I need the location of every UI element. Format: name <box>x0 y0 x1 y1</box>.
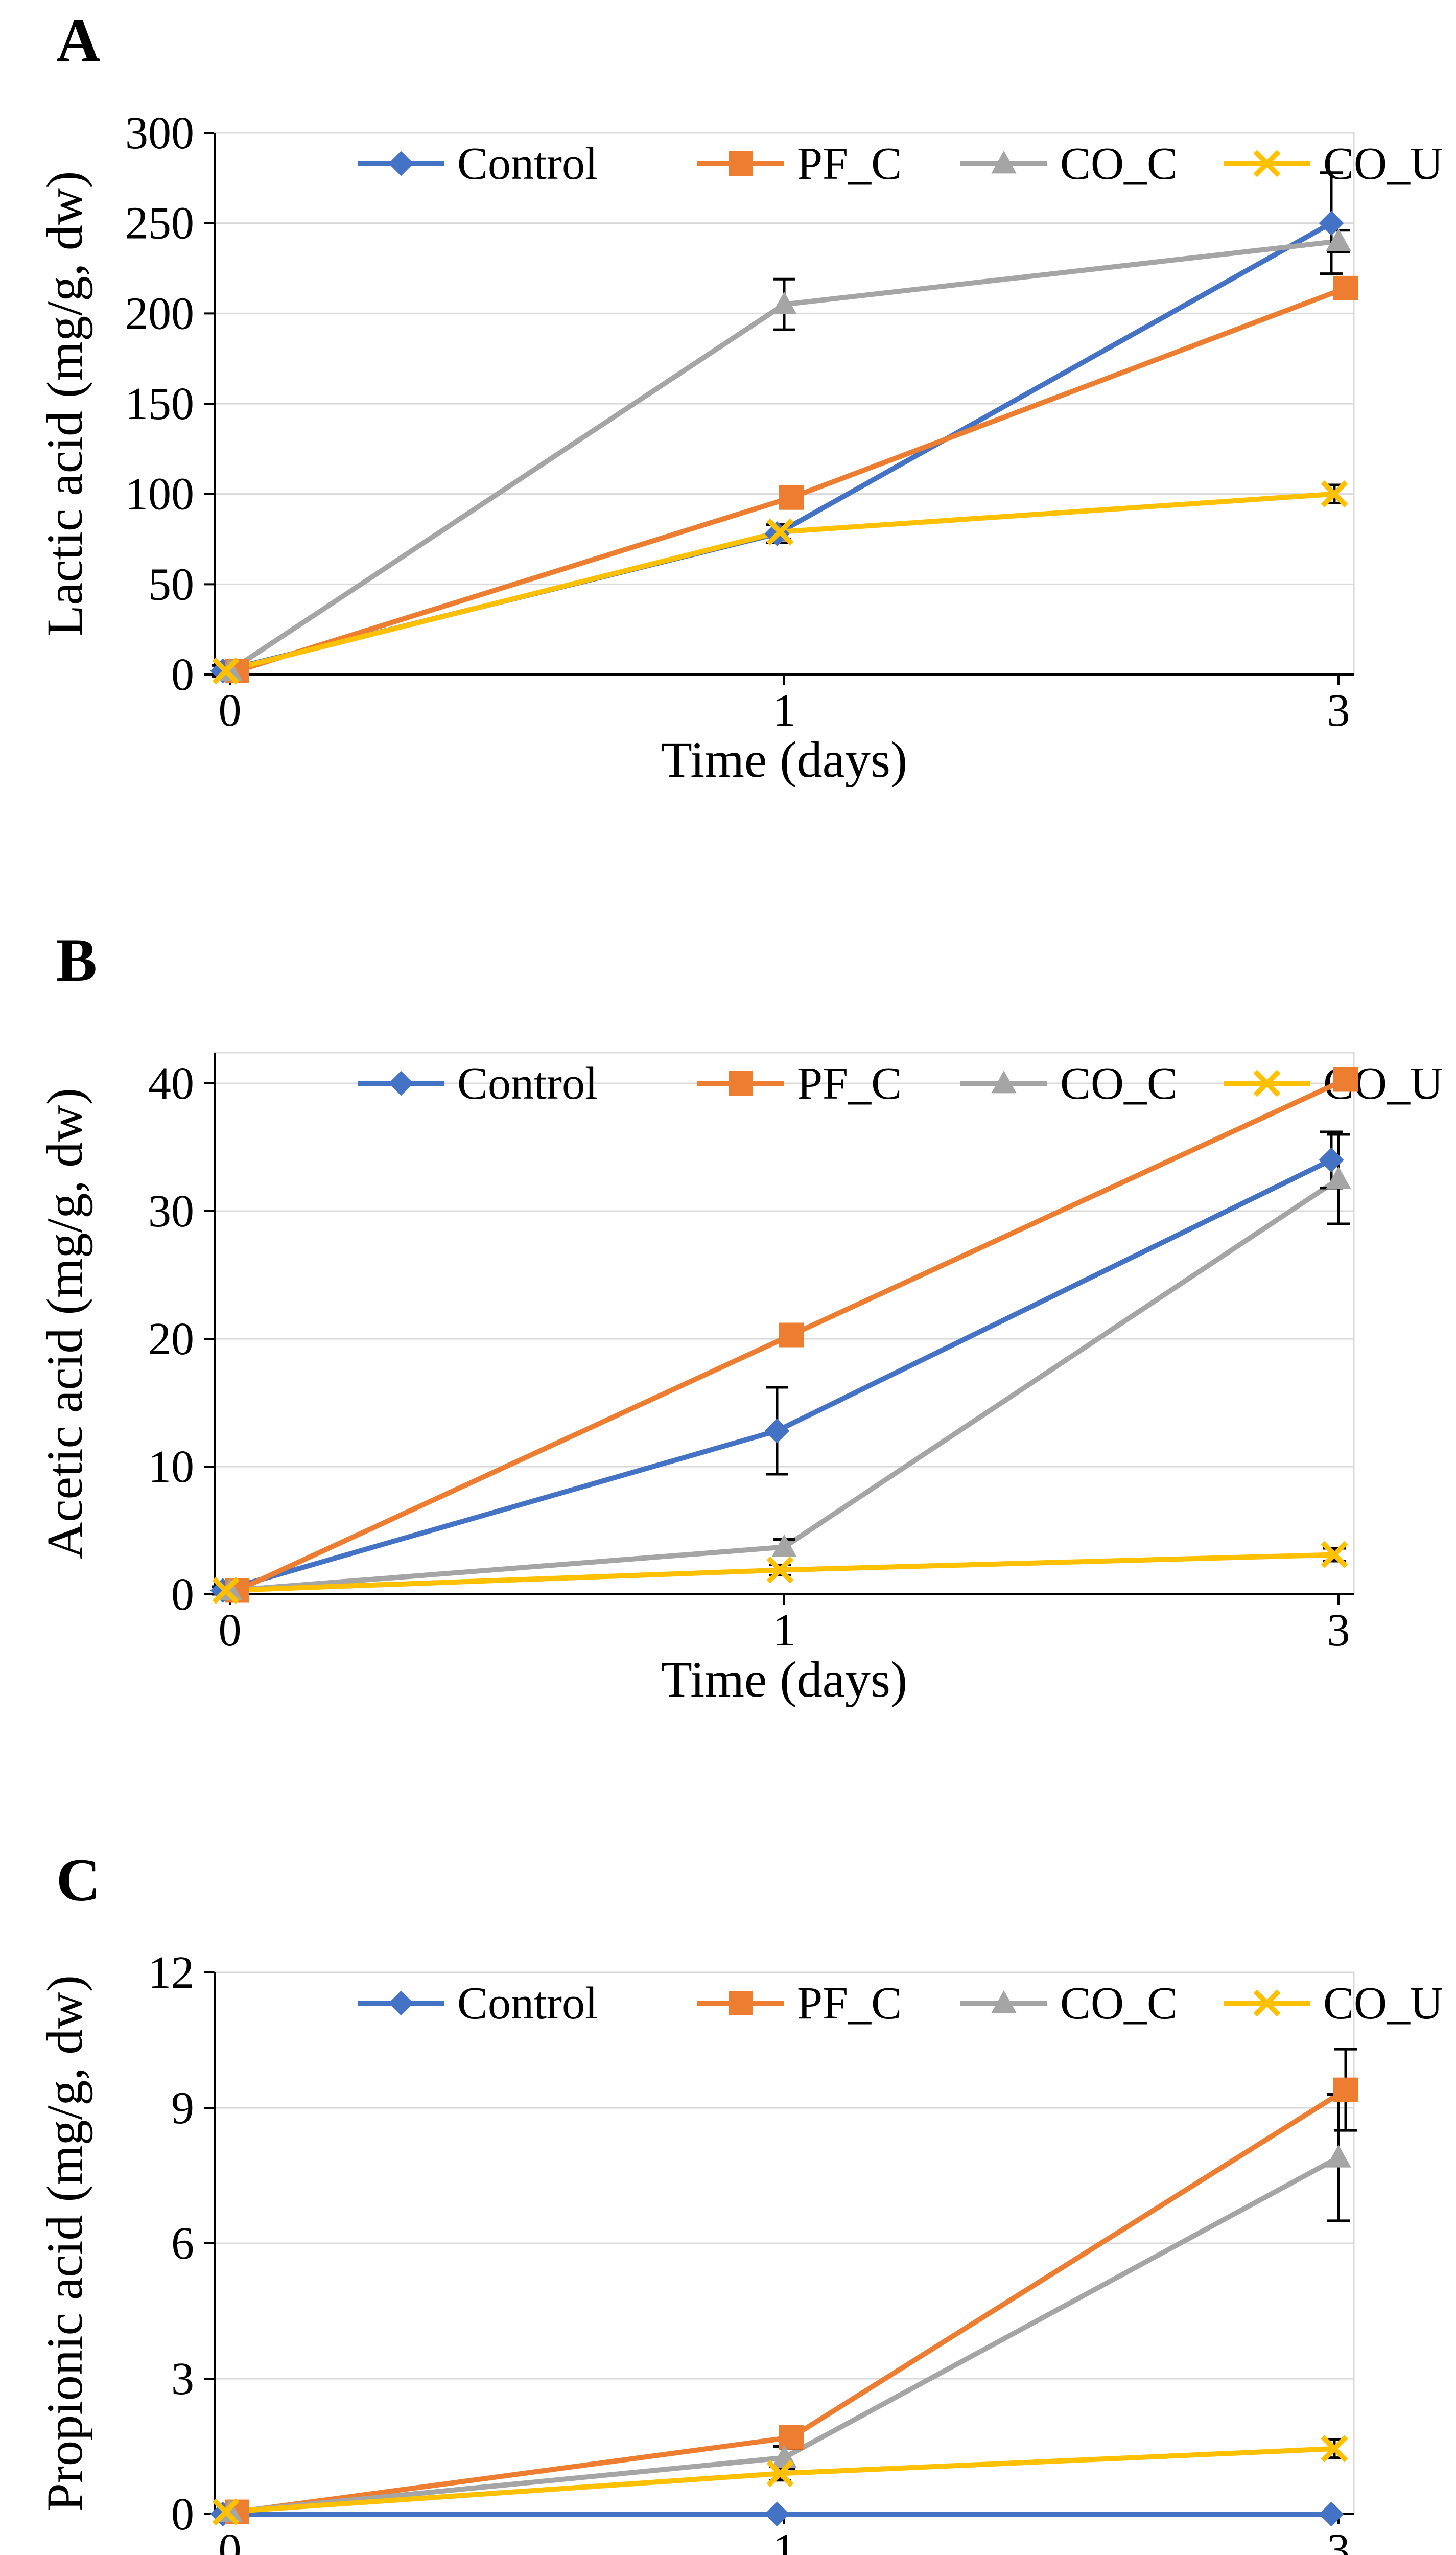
legend-label: CO_U <box>1323 1978 1443 2029</box>
x-tick-label: 0 <box>219 685 242 736</box>
x-tick-label: 0 <box>219 1605 242 1656</box>
legend-marker-control <box>389 152 413 175</box>
legend-label: CO_C <box>1060 1978 1178 2029</box>
y-tick-label: 200 <box>125 288 194 339</box>
marker-pf_c <box>1334 2078 1357 2102</box>
panel-label-C: C <box>56 1845 101 1915</box>
legend-item-co_c: CO_C <box>960 1058 1178 1109</box>
legend-marker-control <box>389 1072 413 1095</box>
x-tick-label: 3 <box>1327 1605 1350 1656</box>
y-tick-label: 0 <box>171 1569 194 1620</box>
marker-pf_c <box>780 2426 803 2449</box>
y-tick-label: 3 <box>171 2354 194 2404</box>
y-tick-label: 150 <box>125 379 194 429</box>
legend-label: PF_C <box>797 1978 902 2029</box>
legend-item-control: Control <box>358 1058 598 1109</box>
legend-item-pf_c: PF_C <box>697 1978 902 2029</box>
series-line-control <box>223 1160 1331 1591</box>
series-line-pf_c <box>237 288 1346 671</box>
marker-control <box>1320 2502 1343 2526</box>
legend-marker-pf_c <box>729 1072 753 1095</box>
legend-label: CO_C <box>1060 1058 1178 1109</box>
marker-control <box>765 2502 789 2526</box>
x-tick-label: 3 <box>1327 2525 1350 2555</box>
legend-label: PF_C <box>797 1058 902 1109</box>
y-tick-label: 100 <box>125 469 194 520</box>
y-tick-label: 6 <box>171 2218 194 2269</box>
marker-pf_c <box>1334 1068 1357 1091</box>
legend-item-control: Control <box>358 1978 598 2029</box>
y-axis-title: Acetic acid (mg/g, dw) <box>36 1088 93 1559</box>
legend-label: PF_C <box>797 138 902 189</box>
x-tick-label: 1 <box>773 1605 796 1656</box>
y-tick-label: 0 <box>171 649 194 700</box>
legend-label: Control <box>457 1058 598 1109</box>
legend-item-co_u: CO_U <box>1224 1978 1443 2029</box>
chart-C: 036912013Time (days)Propionic acid (mg/g… <box>0 1840 1456 2555</box>
series-line-control <box>223 223 1331 671</box>
legend-marker-control <box>389 1991 413 2015</box>
legend-item-control: Control <box>358 138 598 189</box>
y-tick-label: 40 <box>148 1058 194 1109</box>
y-tick-label: 20 <box>148 1314 194 1364</box>
panel-label-A: A <box>56 5 101 76</box>
panel-label-B: B <box>56 925 97 995</box>
x-tick-label: 0 <box>219 2525 242 2555</box>
legend-label: Control <box>457 1978 598 2029</box>
legend-label: CO_C <box>1060 138 1178 189</box>
panel-C: C036912013Time (days)Propionic acid (mg/… <box>0 1840 1456 2555</box>
marker-pf_c <box>780 486 803 509</box>
y-tick-label: 300 <box>125 108 194 158</box>
legend-item-co_c: CO_C <box>960 1978 1178 2029</box>
x-tick-label: 1 <box>773 685 796 736</box>
y-tick-label: 50 <box>148 559 194 610</box>
marker-control <box>765 1419 789 1443</box>
legend-item-co_u: CO_U <box>1224 138 1443 189</box>
y-tick-label: 9 <box>171 2083 194 2133</box>
legend-marker-pf_c <box>729 152 753 175</box>
y-axis-title: Lactic acid (mg/g, dw) <box>36 171 93 637</box>
y-axis-title: Propionic acid (mg/g, dw) <box>36 1975 93 2512</box>
x-tick-label: 3 <box>1327 685 1350 736</box>
series-line-co_c <box>230 1179 1338 1591</box>
chart-B: 0 10 20 30 40 0 1 3 Time (days) Acetic acid (mg/g… <box>0 920 1456 1707</box>
marker-pf_c <box>1334 276 1357 300</box>
legend-item-pf_c: PF_C <box>697 1058 902 1109</box>
y-tick-label: 0 <box>171 2489 194 2540</box>
x-tick-label: 1 <box>773 2525 796 2555</box>
x-axis-title: Time (days) <box>661 1651 907 1707</box>
legend-label: CO_U <box>1323 138 1443 189</box>
chart-A: 0 50 100 150 200 250 300 0 1 3 Time (days) Lactic a… <box>0 0 1456 787</box>
y-tick-label: 250 <box>125 198 194 249</box>
panel-A: A 0 50 100 150 200 250 300 0 1 3 Time (days) Lactic … <box>0 0 1456 787</box>
series-line-co_u <box>226 494 1334 671</box>
legend-label: Control <box>457 138 598 189</box>
x-axis-title: Time (days) <box>661 731 907 787</box>
panel-B: B 0 10 20 30 40 0 1 3 Time (days) Acetic acid (mg/… <box>0 920 1456 1707</box>
legend-item-co_c: CO_C <box>960 138 1178 189</box>
marker-pf_c <box>780 1323 803 1347</box>
y-tick-label: 30 <box>148 1186 194 1237</box>
y-tick-label: 12 <box>148 1947 194 1998</box>
y-tick-label: 10 <box>148 1442 194 1492</box>
legend-item-pf_c: PF_C <box>697 138 902 189</box>
legend-marker-pf_c <box>729 1991 753 2015</box>
marker-co_c <box>1327 2146 1350 2167</box>
